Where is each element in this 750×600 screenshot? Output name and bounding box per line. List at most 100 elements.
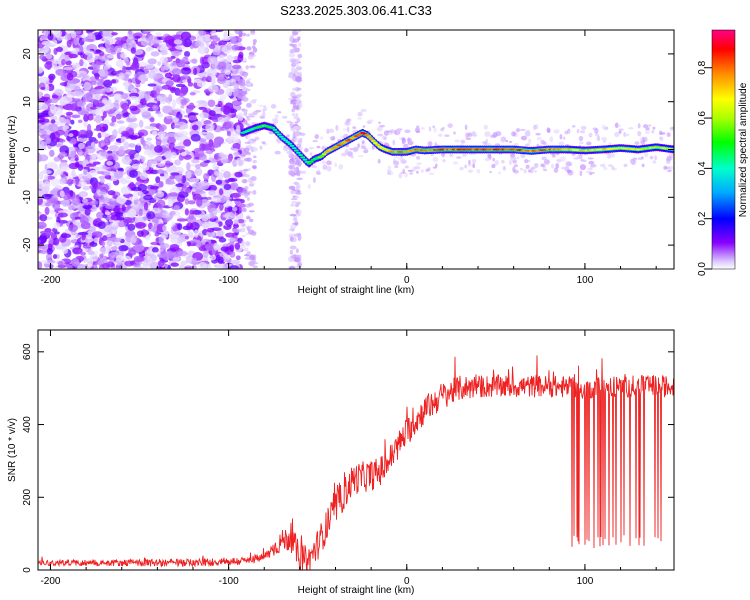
spectrogram-cell	[328, 128, 335, 133]
spectrogram-noise-cell	[138, 208, 144, 217]
spectrogram-cell	[625, 133, 630, 137]
spectrogram-noise-cell	[53, 221, 61, 230]
spectrogram-noise-cell	[293, 257, 300, 263]
spectrogram-cell	[603, 166, 608, 171]
spectrogram-noise-cell	[141, 139, 146, 146]
spectrogram-noise-cell	[95, 114, 102, 124]
spectrogram-cell	[246, 151, 251, 156]
spectrogram-noise-cell	[189, 92, 196, 96]
spectrogram-noise-cell	[194, 149, 205, 158]
spectrogram-noise-cell	[122, 42, 131, 50]
spectrogram-noise-cell	[234, 30, 243, 35]
spectrogram-noise-cell	[246, 102, 252, 108]
spectrogram-noise-cell	[295, 182, 301, 189]
spectrogram-cell	[632, 157, 638, 161]
spectrogram-cell	[543, 159, 550, 165]
spectrogram-noise-cell	[112, 194, 119, 199]
spectrogram-cell	[286, 120, 292, 124]
spectrogram-noise-cell	[81, 198, 89, 203]
spectrogram-noise-cell	[156, 199, 166, 209]
spectrogram-noise-cell	[137, 132, 145, 137]
spectrogram-noise-cell	[157, 259, 165, 267]
spectrogram-cell	[644, 136, 648, 143]
spectrogram-cell	[658, 130, 663, 135]
spectrogram-noise-cell	[132, 263, 141, 268]
spectrogram-noise-cell	[161, 84, 172, 90]
spectrogram-y-tick-label: 20	[22, 48, 33, 60]
spectrogram-noise-cell	[186, 162, 191, 171]
spectrogram-cell	[275, 139, 282, 143]
spectrogram-noise-cell	[46, 161, 58, 171]
spectrogram-noise-cell	[92, 263, 98, 269]
spectrogram-noise-cell	[105, 45, 116, 54]
spectrogram-noise-cell	[175, 183, 184, 188]
spectrogram-cell	[464, 164, 467, 169]
spectrogram-cell	[312, 139, 318, 143]
spectrogram-cell	[449, 153, 454, 157]
spectrogram-noise-cell	[168, 94, 173, 102]
spectrogram-cell	[471, 158, 477, 164]
spectrogram-noise-cell	[70, 119, 75, 125]
spectrogram-noise-cell	[195, 40, 202, 47]
spectrogram-cell	[311, 164, 316, 168]
spectrogram-cell	[484, 157, 491, 162]
spectrogram-cell	[530, 166, 536, 170]
spectrogram-noise-cell	[72, 47, 80, 53]
spectrogram-noise-cell	[177, 223, 183, 231]
spectrogram-noise-cell	[109, 136, 115, 142]
spectrogram-noise-cell	[232, 59, 242, 64]
spectrogram-noise-cell	[141, 260, 153, 266]
spectrogram-noise-cell	[232, 91, 240, 98]
snr-background	[38, 330, 674, 570]
spectrogram-cell	[561, 166, 566, 170]
spectrogram-noise-cell	[235, 157, 245, 167]
spectrogram-noise-cell	[38, 261, 43, 269]
spectrogram-noise-cell	[82, 93, 92, 103]
spectrogram-noise-cell	[155, 87, 161, 96]
spectrogram-cell	[608, 142, 612, 145]
spectrogram-noise-cell	[183, 139, 192, 147]
spectrogram-noise-cell	[107, 54, 115, 59]
spectrogram-noise-cell	[203, 144, 215, 151]
spectrogram-cell	[551, 153, 556, 158]
spectrogram-noise-cell	[85, 145, 96, 154]
spectrogram-noise-cell	[202, 221, 211, 228]
colorbar-tick-label: 0.8	[697, 60, 708, 74]
spectrogram-cell	[524, 143, 530, 147]
spectrogram-noise-cell	[180, 67, 192, 75]
spectrogram-noise-cell	[199, 143, 206, 152]
spectrogram-noise-cell	[104, 211, 111, 216]
spectrogram-noise-cell	[292, 105, 300, 110]
spectrogram-noise-cell	[44, 174, 49, 181]
spectrogram-noise-cell	[71, 114, 81, 119]
spectrogram-noise-cell	[180, 110, 186, 115]
spectrogram-cell	[609, 152, 616, 158]
spectrogram-noise-cell	[200, 157, 208, 162]
spectrogram-cell	[667, 155, 673, 158]
spectrogram-noise-cell	[235, 255, 241, 261]
spectrogram-noise-cell	[207, 99, 216, 108]
spectrogram-noise-cell	[186, 222, 194, 230]
spectrogram-noise-cell	[50, 115, 59, 121]
spectrogram-noise-cell	[220, 169, 226, 173]
spectrogram-ridge-cell	[287, 142, 293, 145]
spectrogram-noise-cell	[223, 170, 231, 179]
spectrogram-cell	[526, 160, 531, 163]
spectrogram-noise-cell	[228, 88, 233, 97]
spectrogram-noise-cell	[67, 148, 76, 158]
spectrogram-noise-cell	[74, 157, 79, 162]
spectrogram-noise-cell	[78, 142, 85, 150]
spectrogram-noise-cell	[38, 105, 43, 109]
spectrogram-cell	[637, 130, 642, 137]
spectrogram-noise-cell	[168, 192, 179, 197]
spectrogram-noise-cell	[246, 46, 252, 51]
spectrogram-cell	[641, 156, 644, 159]
spectrogram-noise-cell	[82, 61, 88, 70]
spectrogram-noise-cell	[64, 35, 72, 41]
spectrogram-noise-cell	[133, 255, 145, 262]
spectrogram-noise-cell	[160, 230, 169, 239]
spectrogram-cell	[338, 164, 344, 170]
spectrogram-cell	[576, 154, 583, 159]
spectrogram-cell	[317, 169, 320, 173]
spectrogram-noise-cell	[55, 143, 61, 148]
